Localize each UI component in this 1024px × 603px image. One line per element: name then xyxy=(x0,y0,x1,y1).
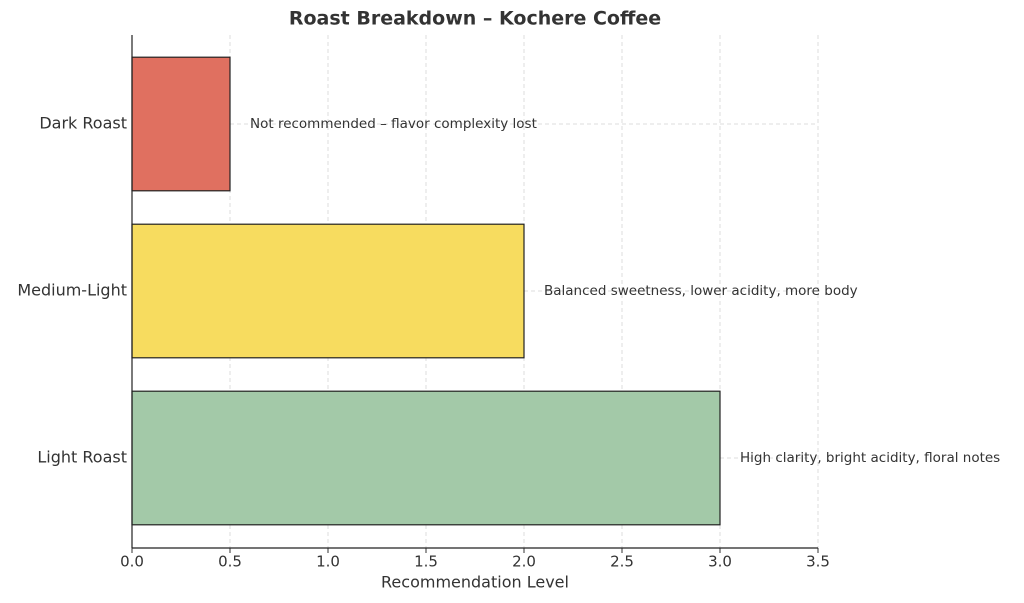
y-tick-label: Medium-Light xyxy=(17,281,127,300)
bar xyxy=(131,223,525,359)
y-tick-label: Dark Roast xyxy=(39,114,127,133)
bar xyxy=(131,56,231,192)
x-axis-label: Recommendation Level xyxy=(381,573,569,592)
annotation: High clarity, bright acidity, floral not… xyxy=(740,450,1000,466)
chart-title: Roast Breakdown – Kochere Coffee xyxy=(289,8,661,30)
bar xyxy=(131,390,721,526)
x-tick-label: 1.0 xyxy=(316,553,340,571)
y-tick-label: Light Roast xyxy=(37,448,127,467)
x-tick-label: 0.5 xyxy=(218,553,242,571)
x-tick-label: 1.5 xyxy=(414,553,438,571)
annotation: Balanced sweetness, lower acidity, more … xyxy=(544,283,858,299)
x-tick-label: 2.5 xyxy=(610,553,634,571)
x-tick-label: 2.0 xyxy=(512,553,536,571)
x-tick-label: 3.5 xyxy=(806,553,830,571)
x-tick-label: 3.0 xyxy=(708,553,732,571)
x-tick-label: 0.0 xyxy=(120,553,144,571)
annotation: Not recommended – flavor complexity lost xyxy=(250,116,537,132)
